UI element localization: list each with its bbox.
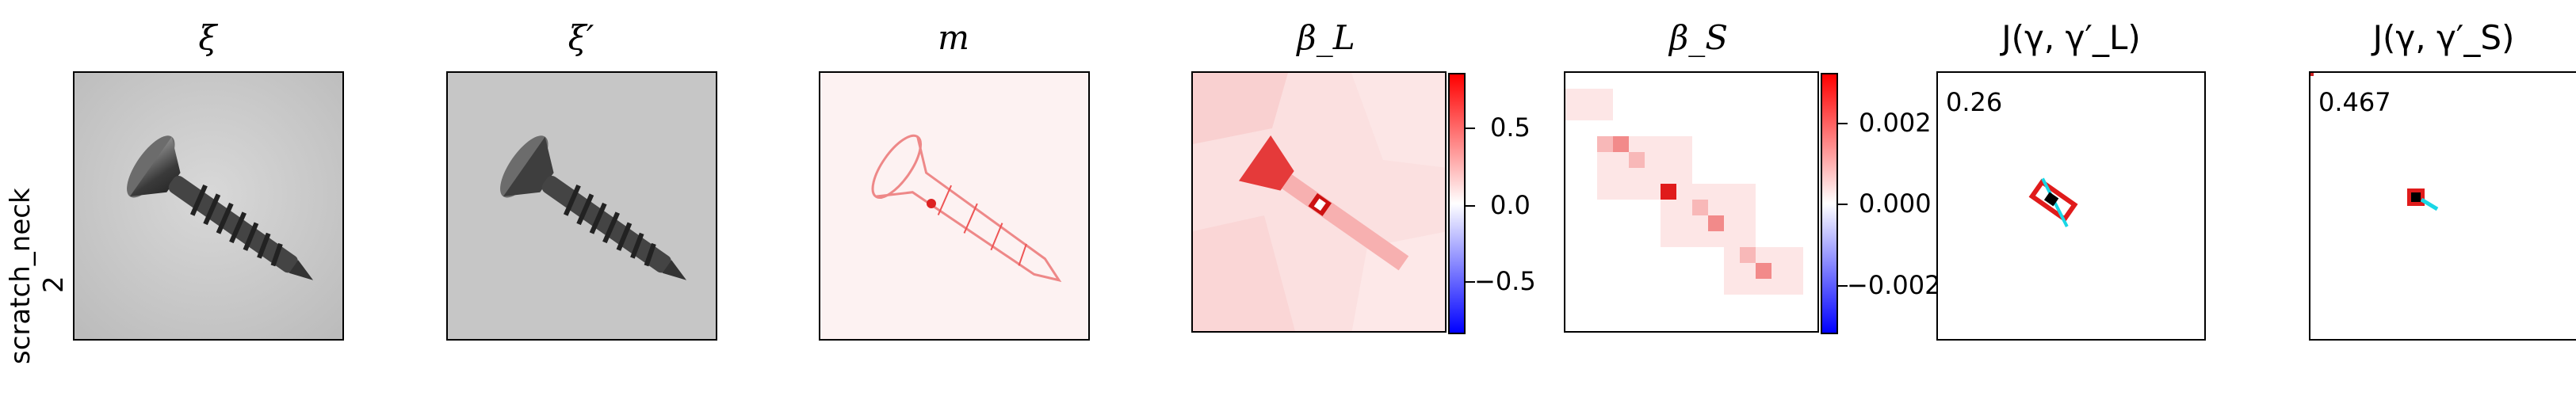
colorbar-beta-s-tick xyxy=(1838,285,1848,287)
large-segment-attribution xyxy=(1193,73,1445,331)
panel-title-beta-l: β_L xyxy=(1297,18,1355,57)
colorbar-beta-l-label: 0.0 xyxy=(1490,190,1531,220)
colorbar-beta-l-tick xyxy=(1466,281,1475,283)
colorbar-beta-l-tick xyxy=(1466,205,1475,207)
colorbar-beta-s-label: −0.002 xyxy=(1847,270,1941,300)
row-label-line2: 2 xyxy=(38,276,70,293)
overlap-map-l xyxy=(2028,177,2078,227)
panel-title-j-s: J(γ, γ′_S) xyxy=(2372,18,2515,57)
colorbar-beta-s xyxy=(1821,73,1838,334)
row-label-line1: scratch_neck xyxy=(5,188,36,364)
panel-title-xi-prime: ξ′ xyxy=(568,18,594,57)
overlap-map-s xyxy=(2310,73,2439,211)
screw-photo-original xyxy=(75,73,342,339)
image-j-l: 0.26 xyxy=(1936,71,2206,341)
row-label: scratch_neck 2 xyxy=(0,75,70,364)
panel-title-xi: ξ xyxy=(198,18,217,57)
panel-title-m: m xyxy=(938,18,969,57)
jaccard-score-l: 0.26 xyxy=(1946,87,2003,117)
image-xi-prime xyxy=(446,71,717,341)
image-j-s: 0.467 xyxy=(2309,71,2576,341)
colorbar-beta-s-tick xyxy=(1838,123,1848,124)
image-beta-s xyxy=(1564,71,1819,333)
image-beta-l xyxy=(1191,71,1447,333)
colorbar-beta-s-label: 0.000 xyxy=(1859,188,1932,219)
screw-photo-counterfactual xyxy=(448,73,716,339)
colorbar-beta-l-label: −0.5 xyxy=(1474,266,1536,296)
colorbar-beta-l xyxy=(1448,73,1466,334)
colorbar-beta-l-tick xyxy=(1466,128,1475,129)
jaccard-score-s: 0.467 xyxy=(2318,87,2391,117)
colorbar-beta-s-tick xyxy=(1838,204,1848,205)
difference-map xyxy=(820,73,1088,339)
panel-title-j-l: J(γ, γ′_L) xyxy=(2001,18,2141,57)
colorbar-beta-s-label: 0.002 xyxy=(1859,108,1932,138)
colorbar-beta-l-label: 0.5 xyxy=(1490,112,1531,143)
small-segment-attribution xyxy=(1565,73,1817,331)
panel-title-beta-s: β_S xyxy=(1668,18,1729,57)
image-xi xyxy=(73,71,344,341)
image-mask-m xyxy=(819,71,1090,341)
